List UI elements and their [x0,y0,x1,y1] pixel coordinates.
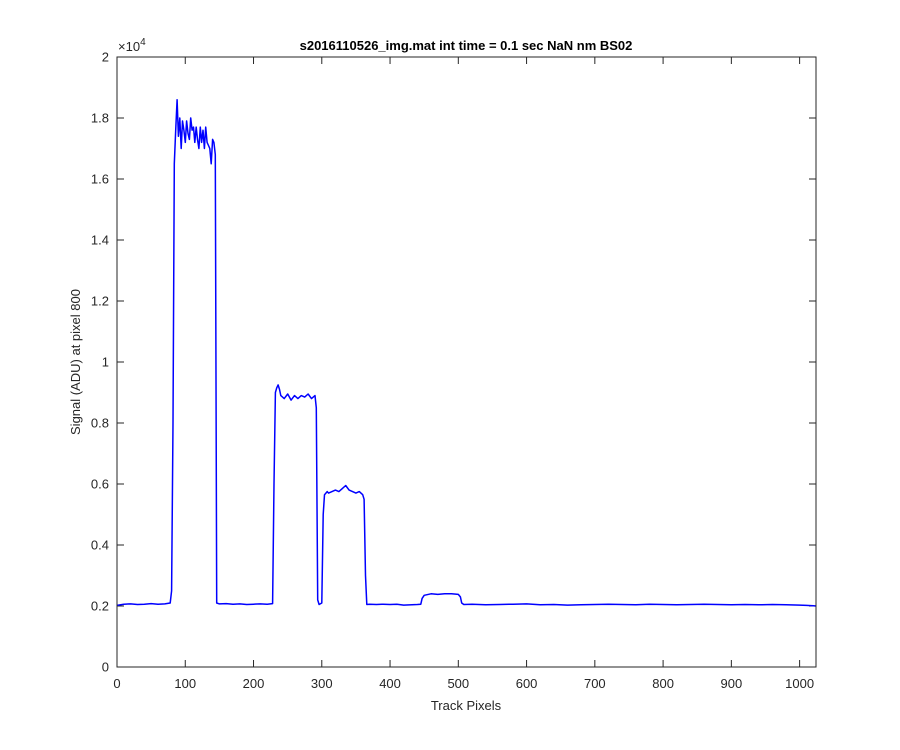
y-axis: 0 0.2 0.4 0.6 0.8 1 1.2 1.4 1.6 1.8 2 [91,50,816,675]
y-tick-label: 1 [102,355,109,370]
x-tick-label: 900 [721,676,743,691]
y-exponent-power: 4 [140,37,146,48]
x-tick-label: 0 [113,676,120,691]
x-axis: 0 100 200 300 400 500 600 700 800 900 1000 [113,57,814,691]
x-tick-label: 100 [174,676,196,691]
y-tick-label: 0.8 [91,416,109,431]
y-tick-label: 0 [102,660,109,675]
chart-title: s2016110526_img.mat int time = 0.1 sec N… [300,38,633,53]
x-tick-label: 400 [379,676,401,691]
x-tick-label: 200 [243,676,265,691]
y-tick-label: 1.4 [91,233,109,248]
x-tick-label: 800 [652,676,674,691]
y-tick-label: 0.6 [91,477,109,492]
y-exponent-base: ×10 [118,39,140,54]
y-tick-label: 1.6 [91,172,109,187]
y-tick-label: 0.4 [91,538,109,553]
x-tick-label: 500 [447,676,469,691]
y-tick-label: 1.8 [91,111,109,126]
y-exponent-label: ×104 [118,37,146,54]
y-tick-label: 1.2 [91,294,109,309]
plot-frame [116,56,817,668]
y-axis-label: Signal (ADU) at pixel 800 [68,289,83,435]
x-tick-label: 600 [516,676,538,691]
series-line [116,98,817,607]
plot-area [117,57,816,667]
y-tick-label: 0.2 [91,599,109,614]
y-tick-label: 2 [102,50,109,65]
x-tick-label: 700 [584,676,606,691]
x-tick-label: 300 [311,676,333,691]
x-axis-label: Track Pixels [431,698,502,713]
x-tick-label: 1000 [785,676,814,691]
